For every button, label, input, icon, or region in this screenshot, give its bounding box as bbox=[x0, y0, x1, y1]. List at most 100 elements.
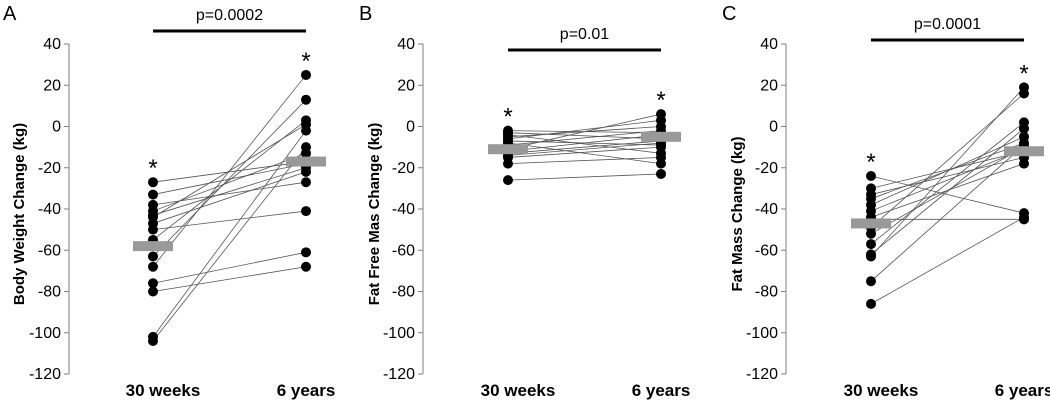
y-tick-label: 40 bbox=[760, 36, 778, 53]
pair-line bbox=[507, 173, 662, 181]
pair-line bbox=[870, 148, 1025, 212]
panel-c: C 40 20 0 -20 -40 -60 -80 -100 -120 Fat Mass Chang… bbox=[722, 3, 1050, 400]
y-tick-label: 20 bbox=[760, 77, 778, 94]
point-30-weeks bbox=[148, 286, 158, 297]
pair-line bbox=[507, 119, 662, 140]
significance-star: * bbox=[656, 87, 665, 114]
mean-bar bbox=[641, 131, 681, 142]
pair-line bbox=[152, 119, 307, 241]
y-tick-label: -20 bbox=[38, 160, 61, 177]
point-6-years bbox=[301, 206, 311, 217]
point-30-weeks bbox=[866, 228, 876, 239]
panel-letter: A bbox=[3, 3, 17, 25]
y-tick-label: -60 bbox=[755, 242, 778, 259]
point-6-years bbox=[1019, 214, 1029, 225]
pair-line bbox=[507, 134, 662, 154]
point-30-weeks bbox=[866, 276, 876, 287]
point-6-years bbox=[301, 125, 311, 136]
pair-line bbox=[507, 134, 662, 152]
x-category-label: 6 years bbox=[277, 381, 336, 400]
pair-line bbox=[152, 251, 307, 284]
pair-line bbox=[152, 181, 307, 206]
point-30-weeks bbox=[148, 251, 158, 262]
y-tick-label: -60 bbox=[392, 242, 415, 259]
point-30-weeks bbox=[148, 278, 158, 289]
point-6-years bbox=[301, 166, 311, 177]
pair-line bbox=[507, 140, 662, 154]
point-6-years bbox=[301, 94, 311, 105]
point-6-years bbox=[656, 168, 666, 179]
y-tick-label: -100 bbox=[383, 325, 415, 342]
point-6-years bbox=[301, 261, 311, 272]
pair-line bbox=[507, 157, 662, 165]
mean-bar bbox=[286, 156, 326, 167]
point-30-weeks bbox=[148, 336, 158, 346]
pair-line bbox=[152, 266, 307, 292]
pair-line bbox=[870, 216, 1025, 305]
significance-star: * bbox=[503, 104, 512, 131]
y-tick-label: -120 bbox=[29, 366, 61, 383]
point-6-years bbox=[1019, 82, 1029, 93]
panel-letter: B bbox=[359, 3, 372, 25]
y-tick-label: -20 bbox=[755, 160, 778, 177]
pair-line bbox=[152, 163, 307, 195]
pair-line bbox=[152, 210, 307, 231]
y-tick-label: -80 bbox=[38, 284, 61, 301]
point-30-weeks bbox=[866, 298, 876, 309]
pair-line bbox=[870, 157, 1025, 195]
pair-line bbox=[507, 142, 662, 165]
x-category-label: 30 weeks bbox=[126, 381, 201, 400]
p-value-label: p=0.0001 bbox=[914, 16, 981, 33]
point-6-years bbox=[656, 109, 666, 120]
x-category-label: 6 years bbox=[632, 381, 691, 400]
panel-b: B 40 20 0 -20 -40 -60 -80 -100 -120 Fat Free Mas C… bbox=[359, 3, 690, 400]
y-tick-label: 40 bbox=[397, 36, 415, 53]
point-30-weeks bbox=[503, 175, 513, 186]
y-tick-label: 20 bbox=[43, 77, 61, 94]
point-30-weeks bbox=[148, 261, 158, 272]
y-axis-title: Body Weight Change (kg) bbox=[11, 123, 28, 305]
y-tick-label: 20 bbox=[397, 77, 415, 94]
pair-line bbox=[507, 130, 662, 146]
significance-star: * bbox=[866, 149, 875, 176]
y-tick-label: -100 bbox=[746, 325, 778, 342]
pair-line bbox=[152, 74, 307, 267]
pair-line bbox=[507, 113, 662, 150]
y-tick-label: -80 bbox=[392, 284, 415, 301]
y-axis-title: Fat Free Mas Change (kg) bbox=[366, 123, 383, 306]
p-value-label: p=0.0002 bbox=[196, 7, 263, 24]
y-tick-label: -40 bbox=[392, 201, 415, 218]
pair-line bbox=[870, 128, 1025, 255]
mean-bar bbox=[1004, 146, 1044, 157]
pair-line bbox=[870, 150, 1025, 189]
y-tick-label: 40 bbox=[43, 36, 61, 53]
y-tick-label: 0 bbox=[406, 119, 415, 136]
mean-bar bbox=[133, 241, 173, 252]
pair-line bbox=[152, 99, 307, 257]
pair-line bbox=[507, 146, 662, 158]
point-30-weeks bbox=[866, 206, 876, 217]
y-tick-label: 0 bbox=[769, 119, 778, 136]
pair-line bbox=[870, 122, 1025, 245]
pair-line bbox=[870, 144, 1025, 282]
y-tick-label: -120 bbox=[746, 366, 778, 383]
y-tick-label: -20 bbox=[392, 160, 415, 177]
y-tick-label: -60 bbox=[38, 242, 61, 259]
point-6-years bbox=[656, 142, 666, 153]
y-axis-title: Fat Mass Change (kg) bbox=[729, 136, 746, 291]
pair-line bbox=[152, 146, 307, 342]
point-30-weeks bbox=[866, 251, 876, 262]
panel-letter: C bbox=[722, 3, 736, 25]
significance-star: * bbox=[148, 155, 157, 182]
point-6-years bbox=[301, 142, 311, 153]
mean-bar bbox=[851, 218, 891, 229]
point-30-weeks bbox=[148, 189, 158, 200]
point-6-years bbox=[301, 247, 311, 258]
x-category-label: 30 weeks bbox=[844, 381, 919, 400]
p-value-label: p=0.01 bbox=[560, 26, 609, 43]
point-6-years bbox=[301, 69, 311, 80]
y-tick-label: -120 bbox=[383, 366, 415, 383]
mean-bar bbox=[488, 144, 528, 155]
